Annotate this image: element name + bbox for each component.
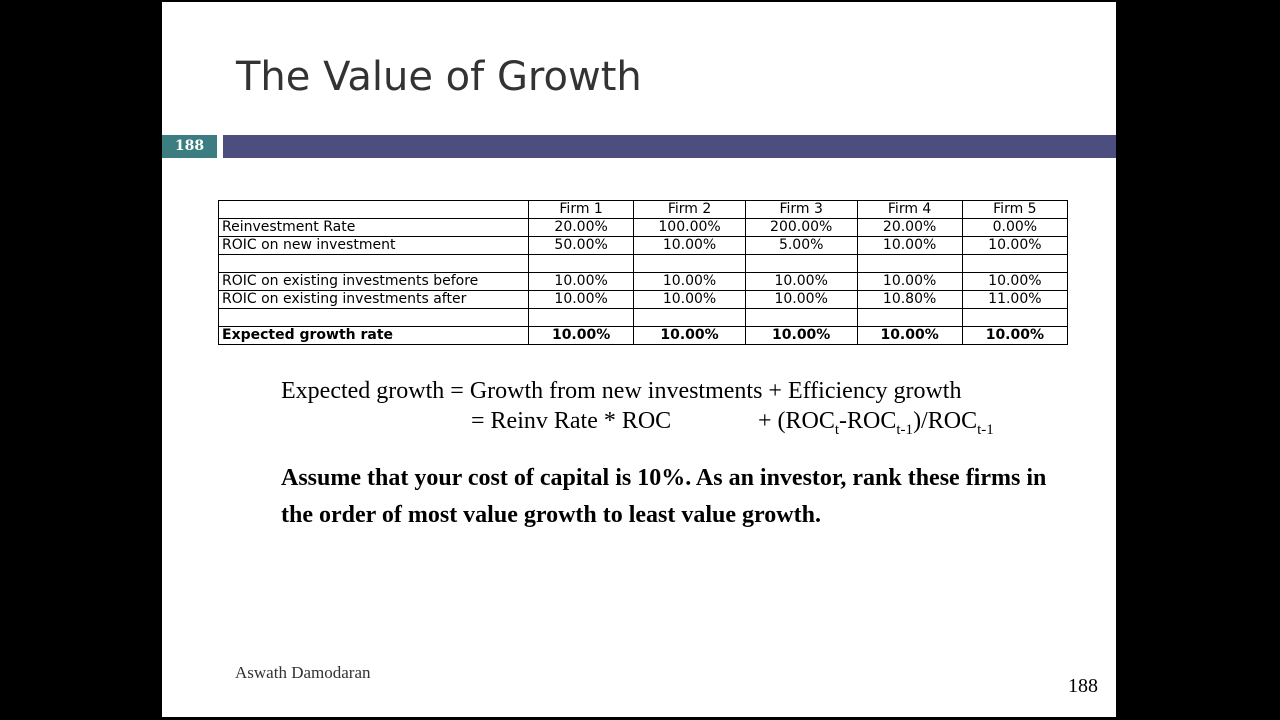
table-cell xyxy=(744,308,858,327)
table-cell xyxy=(527,308,635,327)
formula-dash: -ROC xyxy=(839,408,897,434)
table-cell: 100.00% xyxy=(633,218,746,237)
table-cell: 10.00% xyxy=(744,290,858,309)
table-row-empty xyxy=(218,254,1069,273)
table-cell: 10.00% xyxy=(527,290,635,309)
header-cell: Firm 4 xyxy=(856,200,963,219)
table-cell: 20.00% xyxy=(527,218,635,237)
author-footer: Aswath Damodaran xyxy=(235,663,371,682)
table-cell xyxy=(961,254,1069,273)
table-row: ROIC on existing investments before 10.0… xyxy=(218,272,1069,291)
row-label: ROIC on existing investments before xyxy=(218,272,529,291)
table-row-total: Expected growth rate 10.00% 10.00% 10.00… xyxy=(218,326,1069,345)
slide: The Value of Growth 188 Firm 1 Firm 2 Fi… xyxy=(162,2,1116,717)
row-label xyxy=(218,254,529,273)
table-row: ROIC on existing investments after 10.00… xyxy=(218,290,1069,309)
table-cell xyxy=(633,254,746,273)
table-cell: 10.00% xyxy=(961,272,1069,291)
table-cell: 10.00% xyxy=(744,326,858,345)
formula-line-2-left: = Reinv Rate * ROC xyxy=(471,408,672,434)
table-cell: 10.00% xyxy=(527,272,635,291)
table-cell: 10.00% xyxy=(961,326,1069,345)
formula-close: )/ROC xyxy=(913,408,978,434)
table-cell: 10.00% xyxy=(633,272,746,291)
table-cell: 5.00% xyxy=(744,236,858,255)
table-cell: 10.00% xyxy=(527,326,635,345)
table-cell: 10.00% xyxy=(744,272,858,291)
growth-table: Firm 1 Firm 2 Firm 3 Firm 4 Firm 5 Reinv… xyxy=(218,200,1069,345)
table-cell: 10.00% xyxy=(856,272,963,291)
slide-title: The Value of Growth xyxy=(236,54,642,100)
header-cell: Firm 2 xyxy=(633,200,746,219)
page-number: 188 xyxy=(1068,675,1098,697)
header-cell xyxy=(218,200,529,219)
table-row: Reinvestment Rate 20.00% 100.00% 200.00%… xyxy=(218,218,1069,237)
row-label: Reinvestment Rate xyxy=(218,218,529,237)
row-label: Expected growth rate xyxy=(218,326,529,345)
table-cell: 10.00% xyxy=(856,326,963,345)
header-cell: Firm 5 xyxy=(961,200,1069,219)
table-row: ROIC on new investment 50.00% 10.00% 5.0… xyxy=(218,236,1069,255)
header-cell: Firm 3 xyxy=(744,200,858,219)
formula-prefix: + (ROC xyxy=(758,408,835,434)
table-cell xyxy=(633,308,746,327)
table-cell: 20.00% xyxy=(856,218,963,237)
table-cell: 200.00% xyxy=(744,218,858,237)
table-cell: 10.00% xyxy=(633,326,746,345)
formula-subscript: t xyxy=(834,422,840,438)
table-cell xyxy=(961,308,1069,327)
table-cell: 10.80% xyxy=(856,290,963,309)
formula-subscript: t-1 xyxy=(977,422,994,438)
table-cell xyxy=(744,254,858,273)
slide-number-badge: 188 xyxy=(162,135,217,158)
header-cell: Firm 1 xyxy=(527,200,635,219)
table-cell: 0.00% xyxy=(961,218,1069,237)
table-cell: 10.00% xyxy=(633,290,746,309)
question-text: Assume that your cost of capital is 10%.… xyxy=(281,465,1047,528)
table-header-row: Firm 1 Firm 2 Firm 3 Firm 4 Firm 5 xyxy=(218,200,1069,219)
title-divider-bar xyxy=(223,135,1116,158)
table-row-empty xyxy=(218,308,1069,327)
row-label: ROIC on existing investments after xyxy=(218,290,529,309)
table-cell: 10.00% xyxy=(961,236,1069,255)
formula-line-1: Expected growth = Growth from new invest… xyxy=(281,378,962,404)
formula-line-2-right: + (ROCt-ROCt-1)/ROCt-1 xyxy=(758,408,994,439)
table-cell xyxy=(856,308,963,327)
row-label xyxy=(218,308,529,327)
row-label: ROIC on new investment xyxy=(218,236,529,255)
table-cell: 10.00% xyxy=(856,236,963,255)
formula-subscript: t-1 xyxy=(896,422,914,438)
table-cell: 11.00% xyxy=(961,290,1069,309)
table-cell: 50.00% xyxy=(527,236,635,255)
table-cell xyxy=(527,254,635,273)
table-cell: 10.00% xyxy=(633,236,746,255)
table-cell xyxy=(856,254,963,273)
